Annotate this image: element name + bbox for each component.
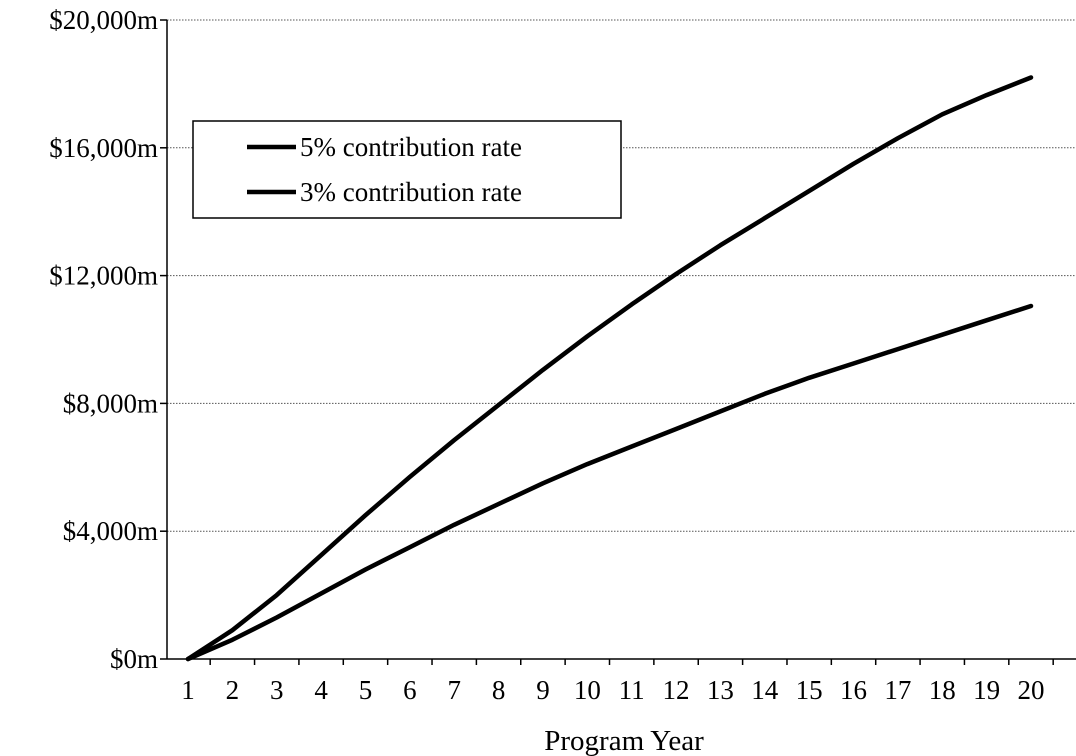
y-tick-label: $4,000m xyxy=(63,516,158,546)
legend: 5% contribution rate 3% contribution rat… xyxy=(192,120,622,219)
legend-label-3pct: 3% contribution rate xyxy=(300,177,522,207)
y-tick-label: $12,000m xyxy=(49,261,158,291)
x-tick-label: 2 xyxy=(226,675,240,705)
gridlines xyxy=(167,19,1076,532)
x-tick-label: 16 xyxy=(840,675,867,705)
x-tick-label: 1 xyxy=(181,675,195,705)
x-tick-label: 7 xyxy=(447,675,461,705)
x-tick-label: 10 xyxy=(574,675,601,705)
x-tick-label: 11 xyxy=(619,675,645,705)
y-tick-label: $20,000m xyxy=(49,5,158,35)
y-tick-label: $0m xyxy=(110,644,158,674)
x-tick-label: 6 xyxy=(403,675,417,705)
x-axis-title: Program Year xyxy=(544,725,704,756)
x-tick-label: 5 xyxy=(359,675,373,705)
x-tick-label: 4 xyxy=(314,675,328,705)
x-tick-label: 14 xyxy=(751,675,779,705)
legend-box xyxy=(192,120,622,219)
x-tick-label: 17 xyxy=(884,675,911,705)
y-tick-label: $16,000m xyxy=(49,133,158,163)
x-tick-label: 15 xyxy=(796,675,823,705)
axes: $0m $4,000m $8,000m $12,000m $16,000m $20,000… xyxy=(49,5,1076,705)
series-line-5pct xyxy=(185,75,1034,662)
x-tick-label: 3 xyxy=(270,675,284,705)
x-tick-label: 12 xyxy=(663,675,690,705)
x-tick-label: 19 xyxy=(973,675,1000,705)
x-tick-label: 18 xyxy=(929,675,956,705)
series-line-3pct xyxy=(185,303,1034,662)
x-tick-label: 8 xyxy=(492,675,506,705)
series-lines xyxy=(185,75,1034,662)
x-tick-label: 20 xyxy=(1018,675,1045,705)
x-tick-label: 9 xyxy=(536,675,550,705)
x-tick-label: 13 xyxy=(707,675,734,705)
legend-label-5pct: 5% contribution rate xyxy=(300,132,522,162)
y-tick-label: $8,000m xyxy=(63,388,158,418)
